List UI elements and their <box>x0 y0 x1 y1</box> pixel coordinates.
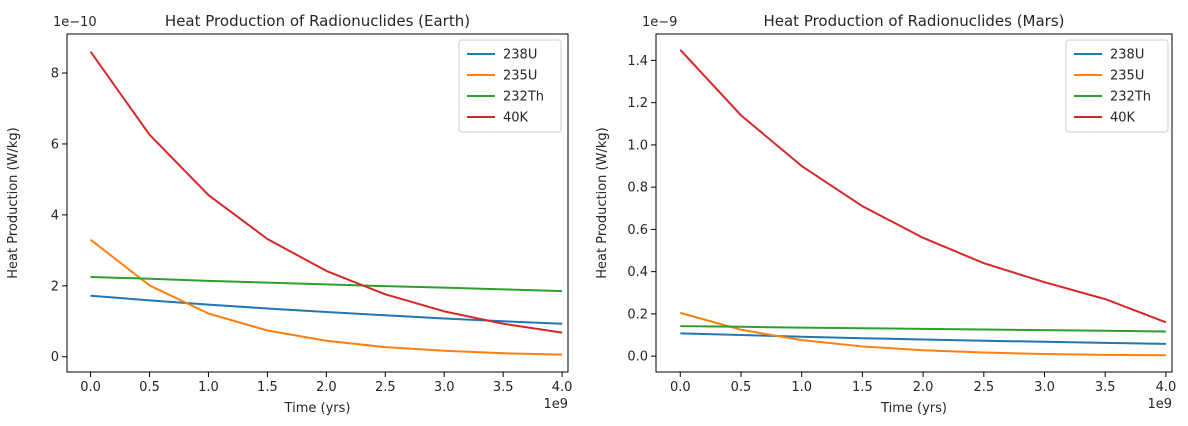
y-tick-label: 0.4 <box>627 265 648 280</box>
chart-title: Heat Production of Radionuclides (Earth) <box>165 12 470 30</box>
legend-box <box>458 39 562 133</box>
y-tick-label: 4 <box>51 208 59 223</box>
x-tick-label: 3.5 <box>493 380 514 395</box>
x-tick-label: 2.0 <box>913 380 934 395</box>
y-tick-label: 1.4 <box>627 54 648 69</box>
x-tick-label: 2.5 <box>973 380 994 395</box>
x-tick-label: 1.0 <box>791 380 812 395</box>
x-tick-label: 3.5 <box>1095 380 1116 395</box>
y-tick-label: 8 <box>51 67 59 82</box>
y-axis-label: Heat Production (W/kg) <box>6 127 21 278</box>
y-offset-label: 1e−10 <box>53 15 97 30</box>
legend-entry: 238U <box>1110 48 1144 63</box>
plot-frame <box>66 33 569 373</box>
series-line-232Th <box>680 325 1166 333</box>
x-tick-label: 0.0 <box>80 380 101 395</box>
series-line-40K <box>679 49 1167 324</box>
x-tick-label: 0.5 <box>139 380 160 395</box>
y-tick-label: 1.0 <box>627 138 648 153</box>
x-tick-label: 4.0 <box>1156 380 1177 395</box>
legend-entry: 238U <box>503 48 537 63</box>
x-tick-label: 1.0 <box>198 380 219 395</box>
x-axis-label: Time (yrs) <box>284 401 351 416</box>
series-line-238U <box>90 294 563 325</box>
x-tick-label: 3.0 <box>1034 380 1055 395</box>
x-offset-label: 1e9 <box>1147 397 1172 412</box>
y-tick-label: 0.2 <box>627 307 648 322</box>
x-offset-label: 1e9 <box>543 397 568 412</box>
x-tick-label: 0.0 <box>670 380 691 395</box>
y-tick-label: 0 <box>51 350 59 365</box>
y-offset-label: 1e−9 <box>642 15 677 30</box>
x-tick-label: 1.5 <box>852 380 873 395</box>
legend-entry: 40K <box>503 111 529 126</box>
x-tick-label: 0.5 <box>731 380 752 395</box>
chart-earth: Heat Production of Radionuclides (Earth)… <box>6 12 572 416</box>
legend: 238U 235U 232Th 40K <box>1065 39 1169 133</box>
legend: 238U 235U 232Th 40K <box>458 39 562 133</box>
legend-entry: 232Th <box>503 90 544 105</box>
y-tick-label: 0.0 <box>627 350 648 365</box>
legend-entry: 235U <box>503 69 537 84</box>
legend-entry: 40K <box>1110 111 1136 126</box>
y-axis-label: Heat Production (W/kg) <box>595 127 610 278</box>
chart-mars: Heat Production of Radionuclides (Mars) 0… <box>595 12 1176 416</box>
x-axis-label: Time (yrs) <box>880 401 947 416</box>
legend-entry: 235U <box>1110 69 1144 84</box>
legend-entry: 232Th <box>1110 90 1151 105</box>
x-tick-label: 4.0 <box>552 380 573 395</box>
x-tick-label: 1.5 <box>257 380 278 395</box>
x-tick-label: 3.0 <box>434 380 455 395</box>
series-line-235U <box>89 238 563 356</box>
y-tick-label: 0.8 <box>627 181 648 196</box>
plot-frame <box>655 33 1173 373</box>
series-line-238U <box>680 332 1166 345</box>
y-tick-label: 1.2 <box>627 96 648 111</box>
chart-title: Heat Production of Radionuclides (Mars) <box>763 12 1064 30</box>
legend-box <box>1065 39 1169 133</box>
x-tick-label: 2.0 <box>316 380 337 395</box>
x-tick-label: 2.5 <box>375 380 396 395</box>
series-line-235U <box>680 311 1166 357</box>
series-line-232Th <box>90 275 563 293</box>
y-tick-label: 0.6 <box>627 223 648 238</box>
y-tick-label: 6 <box>51 137 59 152</box>
y-tick-label: 2 <box>51 279 59 294</box>
series-line-40K <box>89 51 563 334</box>
